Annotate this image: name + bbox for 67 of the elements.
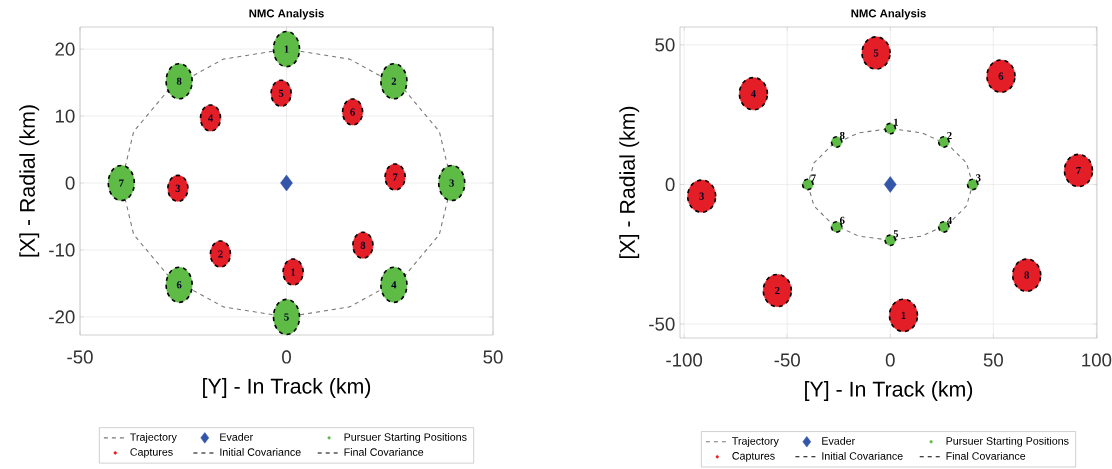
y-tick-label: -20	[49, 310, 75, 324]
x-axis-title: [Y] - In Track (km)	[203, 378, 371, 398]
annotation: 4	[750, 90, 756, 98]
annotation: 6	[998, 72, 1004, 80]
y-tick-label: 10	[55, 109, 75, 123]
x-tick-label: -100	[666, 353, 703, 367]
x-tick-label: 50	[483, 350, 503, 364]
legend-label: Captures	[130, 448, 173, 458]
y-tick-label: 0	[65, 176, 75, 190]
annotation: 2	[391, 77, 397, 85]
y-tick-label: 50	[655, 38, 675, 52]
y-tick-label: 20	[55, 42, 75, 56]
y-tick-label: -10	[49, 243, 75, 257]
legend-label: Pursuer Starting Positions	[946, 436, 1069, 447]
legend-label: Initial Covariance	[822, 451, 903, 460]
annotation: 5	[284, 313, 289, 321]
point	[883, 176, 897, 193]
annotation: 1	[284, 45, 289, 53]
x-axis-title: [Y] - In Track (km)	[805, 381, 973, 401]
legend-label: Evader	[822, 436, 855, 445]
annotation: 7	[393, 173, 398, 181]
x-tick-label: 50	[983, 353, 1003, 367]
annotation: 6	[839, 216, 845, 224]
x-tick-label: 0	[885, 353, 895, 367]
annotation: 8	[839, 131, 845, 140]
annotation: 3	[976, 174, 981, 182]
legend-label: Final Covariance	[344, 448, 424, 456]
annotation: 8	[176, 77, 182, 85]
annotation: 7	[811, 174, 816, 182]
y-tick-label: -50	[649, 317, 675, 331]
legend-label: Trajectory	[130, 432, 177, 443]
chart-title: NMC Analysis	[249, 9, 324, 20]
point	[280, 174, 293, 192]
legend-label: Initial Covariance	[220, 448, 301, 456]
annotation: 8	[360, 241, 366, 249]
legend-label: Evader	[220, 432, 253, 441]
annotation: 5	[873, 49, 879, 57]
annotation: 7	[119, 179, 124, 187]
legend-label: Pursuer Starting Positions	[344, 432, 467, 443]
annotation: 7	[1076, 167, 1081, 174]
annotation: 4	[391, 281, 397, 289]
annotation: 2	[775, 287, 780, 295]
x-tick-label: -50	[774, 353, 800, 367]
annotation: 1	[901, 311, 906, 319]
y-tick-label: 0	[665, 177, 675, 192]
x-tick-label: -50	[67, 350, 93, 364]
legend-label: Captures	[732, 452, 775, 462]
y-axis-title: [X] - Radial (km)	[619, 106, 640, 259]
annotation: 1	[291, 268, 296, 276]
x-tick-label: 0	[282, 350, 291, 364]
x-tick-label: 100	[1082, 353, 1112, 367]
annotation: 2	[218, 250, 223, 258]
chart-title: NMC Analysis	[851, 9, 926, 20]
legend-label: Final Covariance	[946, 451, 1026, 460]
annotation: 3	[175, 184, 181, 192]
annotation: 6	[176, 281, 182, 289]
annotation: 3	[449, 179, 455, 187]
annotation: 5	[893, 230, 899, 238]
annotation: 2	[947, 132, 952, 140]
annotation: 8	[1024, 271, 1030, 279]
annotation: 4	[946, 216, 952, 224]
annotation: 4	[208, 114, 213, 122]
annotation: 5	[278, 89, 284, 97]
legend-label: Trajectory	[732, 436, 779, 447]
annotation: 3	[699, 192, 704, 200]
annotation: 6	[350, 108, 355, 116]
y-axis-title: [X] - Radial (km)	[19, 105, 40, 257]
